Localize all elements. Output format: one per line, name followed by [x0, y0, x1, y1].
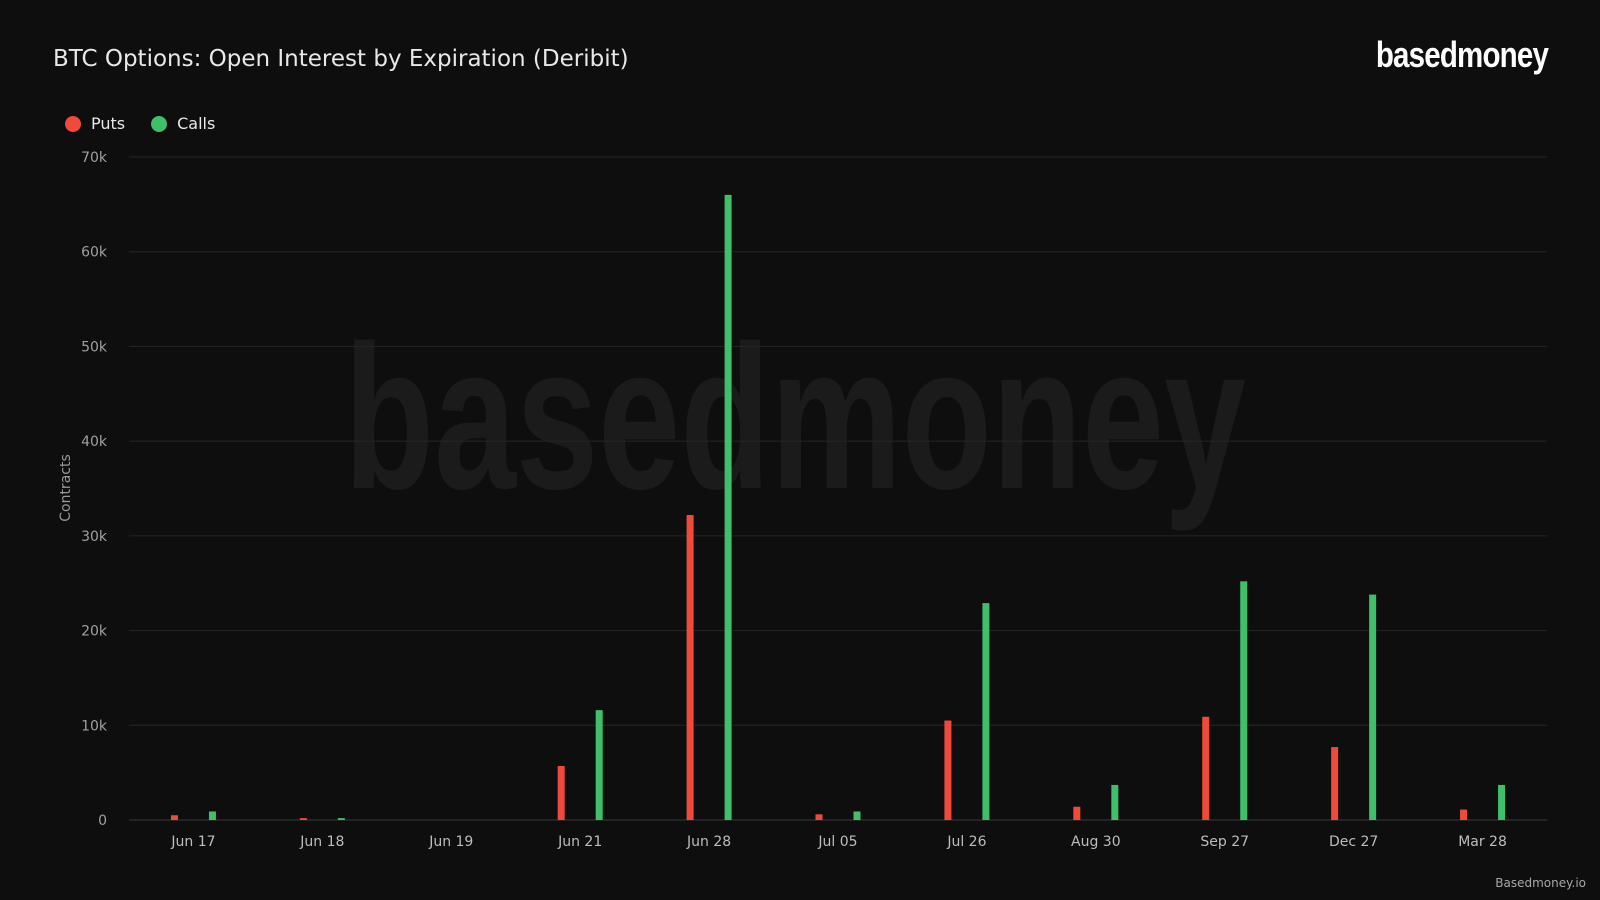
bar-puts[interactable] [1073, 806, 1081, 820]
y-tick-label: 20k [81, 624, 108, 640]
legend: Puts Calls [65, 114, 241, 133]
bar-puts[interactable] [944, 720, 952, 820]
y-axis-label: Contracts [58, 454, 74, 522]
x-tick-label: Jun 28 [686, 834, 731, 850]
bar-puts[interactable] [1331, 747, 1339, 820]
y-tick-label: 10k [81, 718, 108, 734]
y-tick-label: 50k [81, 339, 108, 355]
x-tick-label: Mar 28 [1458, 834, 1507, 850]
y-tick-label: 40k [81, 434, 108, 450]
bars [170, 194, 1506, 820]
bar-calls[interactable] [208, 811, 216, 820]
y-axis-ticks: 0 10k 20k 30k 40k 50k 60k 70k [81, 150, 108, 829]
bar-puts[interactable] [557, 766, 565, 820]
grid-lines [129, 156, 1547, 821]
bar-puts[interactable] [1202, 716, 1210, 820]
x-tick-label: Sep 27 [1200, 834, 1249, 850]
legend-item-puts[interactable]: Puts [65, 114, 125, 133]
chart-title: BTC Options: Open Interest by Expiration… [53, 46, 629, 72]
bar-calls[interactable] [982, 603, 990, 820]
puts-swatch-icon [65, 115, 81, 132]
watermark: basedmoney [344, 302, 1246, 532]
brand-logo: basedmoney [1375, 34, 1549, 75]
bar-calls[interactable] [1111, 784, 1119, 820]
legend-label-puts: Puts [91, 114, 126, 133]
x-tick-label: Jun 19 [428, 834, 473, 850]
y-tick-label: 60k [81, 245, 108, 261]
x-axis-ticks: Jun 17 Jun 18 Jun 19 Jun 21 Jun 28 Jul 05 Jul … [170, 834, 1507, 850]
bar-puts[interactable] [1460, 809, 1468, 820]
x-tick-label: Jun 17 [170, 834, 215, 850]
bar-calls[interactable] [1369, 594, 1377, 820]
legend-item-calls[interactable]: Calls [151, 114, 215, 133]
bar-calls[interactable] [1498, 784, 1506, 820]
bar-calls[interactable] [337, 818, 345, 820]
bar-calls[interactable] [595, 710, 603, 820]
y-tick-label: 30k [81, 529, 108, 545]
x-tick-label: Dec 27 [1329, 834, 1378, 850]
y-tick-label: 0 [98, 813, 107, 829]
bar-puts[interactable] [686, 515, 694, 820]
footer-source: Basedmoney.io [1495, 876, 1586, 890]
x-tick-label: Jul 05 [817, 834, 857, 850]
bar-puts[interactable] [170, 815, 178, 820]
x-tick-label: Aug 30 [1071, 834, 1121, 850]
bar-puts[interactable] [299, 818, 307, 820]
y-tick-label: 70k [81, 150, 108, 166]
bar-puts[interactable] [815, 814, 823, 820]
x-tick-label: Jun 18 [299, 834, 344, 850]
calls-swatch-icon [151, 115, 168, 132]
legend-label-calls: Calls [177, 114, 216, 133]
bar-calls[interactable] [724, 194, 732, 820]
x-tick-label: Jul 26 [946, 834, 986, 850]
x-tick-label: Jun 21 [557, 834, 602, 850]
bar-calls[interactable] [1240, 581, 1248, 820]
bar-calls[interactable] [853, 811, 861, 820]
